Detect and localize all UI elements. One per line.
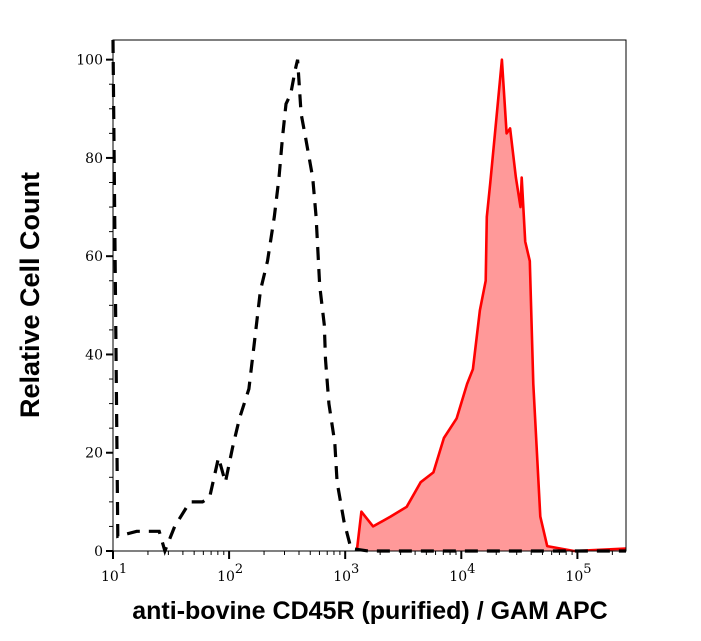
axes: 0 20 40 60 80 100 101 102 103 104 105 (76, 53, 613, 585)
plot-marks (111, 39, 627, 556)
x-tick-label: 104 (449, 562, 475, 585)
x-axis-label: anti-bovine CD45R (purified) / GAM APC (132, 597, 607, 625)
filled-histogram-line (355, 58, 627, 553)
y-tick-label: 80 (85, 151, 103, 167)
plot-frame (112, 39, 627, 552)
y-tick-label: 20 (85, 446, 103, 462)
x-tick-label: 102 (217, 562, 243, 585)
dashed-histogram-line (111, 39, 626, 556)
y-tick-label: 40 (85, 347, 103, 363)
filled-histogram-area (356, 59, 626, 551)
y-tick-label: 0 (94, 544, 103, 560)
x-tick-label: 101 (101, 562, 127, 585)
y-axis-label: Relative Cell Count (15, 172, 45, 418)
x-tick-label: 103 (333, 562, 359, 585)
y-tick-label: 60 (85, 249, 103, 265)
x-tick-label: 105 (565, 562, 591, 585)
y-tick-label: 100 (76, 53, 103, 69)
